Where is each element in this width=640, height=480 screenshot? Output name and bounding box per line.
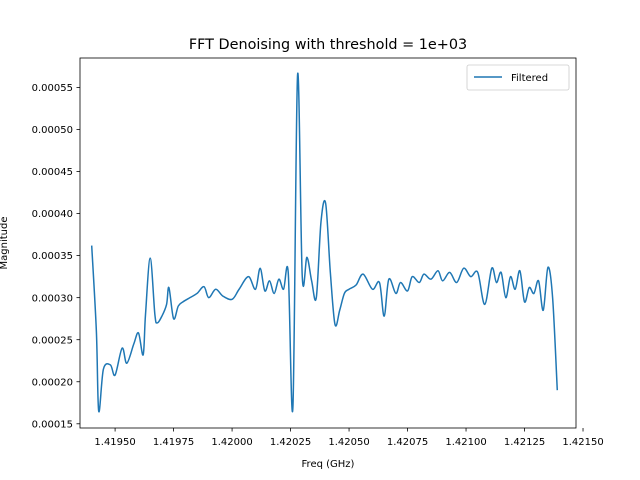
legend-label: Filtered xyxy=(511,73,548,84)
x-tick-label: 1.41975 xyxy=(153,437,194,448)
plot-area xyxy=(90,72,559,413)
y-tick-label: 0.00050 xyxy=(32,125,73,136)
x-tick-label: 1.42100 xyxy=(445,437,486,448)
y-tick-label: 0.00035 xyxy=(32,251,73,262)
x-tick-label: 1.42025 xyxy=(270,437,311,448)
legend: Filtered xyxy=(466,64,570,91)
series-line-filtered xyxy=(90,72,559,413)
y-axis-label: Magnitude xyxy=(0,217,10,270)
x-tick-label: 1.42125 xyxy=(504,437,545,448)
y-axis: 0.00015 0.00020 0.00025 0.00030 0.00035 0.000… xyxy=(32,83,80,430)
y-tick-label: 0.00025 xyxy=(32,335,73,346)
x-tick-label: 1.42150 xyxy=(562,437,603,448)
x-tick-label: 1.42050 xyxy=(328,437,369,448)
x-tick-label: 1.42075 xyxy=(387,437,428,448)
x-axis-label: Freq (GHz) xyxy=(302,459,355,470)
y-tick-label: 0.00055 xyxy=(32,83,73,94)
x-axis: 1.41950 1.41975 1.42000 1.42025 1.42050 1.420… xyxy=(94,428,604,448)
y-tick-label: 0.00015 xyxy=(32,419,73,430)
y-tick-label: 0.00020 xyxy=(32,377,73,388)
x-tick-label: 1.41950 xyxy=(94,437,135,448)
legend-box xyxy=(466,64,570,91)
y-tick-label: 0.00040 xyxy=(32,209,73,220)
y-tick-label: 0.00045 xyxy=(32,167,73,178)
chart-title: FFT Denoising with threshold = 1e+03 xyxy=(189,37,467,53)
x-tick-label: 1.42000 xyxy=(211,437,252,448)
axes-frame xyxy=(79,57,577,429)
y-tick-label: 0.00030 xyxy=(32,293,73,304)
